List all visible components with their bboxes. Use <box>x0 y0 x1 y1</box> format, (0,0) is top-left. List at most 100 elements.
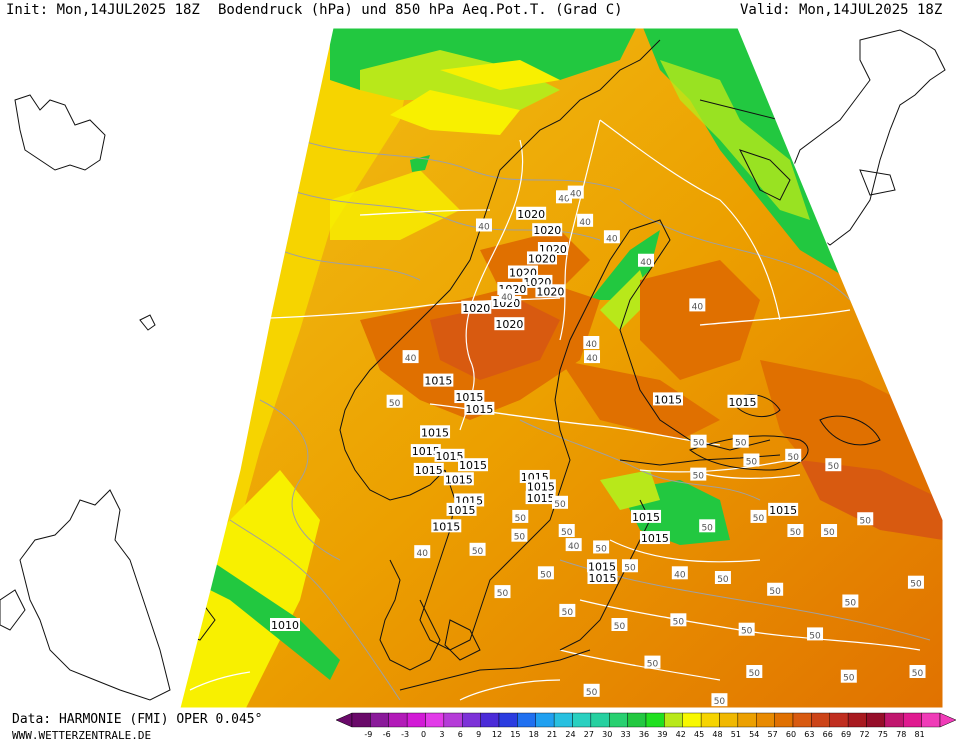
theta-e-label-text: 50 <box>586 688 598 698</box>
isobar-label-text: 1020 <box>517 208 545 221</box>
theta-e-label: 50 <box>746 665 763 679</box>
theta-e-label: 40 <box>565 538 582 552</box>
theta-e-label: 50 <box>512 509 529 524</box>
isobar-label-text: 1015 <box>459 459 487 472</box>
isobar-label: 1015 <box>586 559 617 573</box>
theta-e-label-text: 40 <box>478 223 490 233</box>
theta-e-label-text: 40 <box>692 302 704 312</box>
map-labels: 1020102010201020102010201020102010201020… <box>270 185 926 707</box>
isobar-label: 1020 <box>526 251 557 265</box>
theta-e-label-text: 50 <box>790 528 802 538</box>
theta-e-label: 50 <box>511 528 528 543</box>
theta-e-label-text: 50 <box>769 587 781 597</box>
theta-e-label-text: 50 <box>746 458 758 468</box>
isobar-label: 1015 <box>464 401 495 416</box>
theta-e-label-text: 40 <box>417 549 429 559</box>
theta-e-label: 50 <box>807 627 824 641</box>
theta-e-label: 50 <box>857 512 874 526</box>
isobar-label-text: 1015 <box>448 504 476 517</box>
theta-e-label: 50 <box>787 524 804 538</box>
theta-e-label-text: 50 <box>389 399 401 409</box>
theta-e-label: 50 <box>611 618 628 632</box>
theta-e-label-text: 40 <box>570 190 582 200</box>
theta-e-label: 50 <box>644 655 661 670</box>
isobar-label: 1020 <box>461 300 492 315</box>
theta-e-label: 50 <box>469 542 486 557</box>
theta-e-label: 50 <box>785 448 802 463</box>
theta-e-label-text: 40 <box>606 234 618 244</box>
theta-e-label-text: 40 <box>558 194 570 204</box>
theta-e-label-text: 50 <box>561 528 573 538</box>
isobar-label-text: 1020 <box>495 318 523 331</box>
theta-e-label: 50 <box>840 669 857 684</box>
theta-e-label-text: 50 <box>595 544 607 554</box>
theta-e-label-text: 40 <box>586 340 598 350</box>
theta-e-label-text: 50 <box>912 669 924 679</box>
theta-e-label-text: 50 <box>828 462 840 472</box>
theta-e-label: 50 <box>690 434 707 449</box>
theta-e-label: 50 <box>714 571 731 585</box>
isobar-label-text: 1010 <box>271 619 299 632</box>
theta-e-label: 50 <box>386 394 403 409</box>
isobar-label-text: 1015 <box>769 504 797 517</box>
theta-e-label-text: 50 <box>843 674 855 684</box>
theta-e-label: 50 <box>909 665 926 679</box>
isobar-label: 1015 <box>727 394 758 409</box>
theta-e-label-text: 40 <box>640 258 652 268</box>
isobar-label-text: 1015 <box>588 560 616 573</box>
model-domain <box>180 28 943 708</box>
theta-e-label: 50 <box>559 603 576 618</box>
isobar-label-text: 1015 <box>641 532 669 545</box>
theta-e-label: 50 <box>738 622 755 637</box>
theta-e-label-text: 40 <box>579 218 591 228</box>
theta-e-label: 50 <box>825 458 842 472</box>
theta-e-label-text: 50 <box>562 608 574 618</box>
theta-e-label-text: 50 <box>515 514 527 524</box>
theta-e-label-text: 50 <box>735 439 747 449</box>
theta-e-label: 40 <box>689 298 706 312</box>
theta-e-label: 50 <box>537 566 554 580</box>
theta-e-label-text: 50 <box>540 570 552 580</box>
isobar-label: 1015 <box>631 509 662 524</box>
theta-e-label: 40 <box>402 350 419 364</box>
theta-e-label-text: 50 <box>514 533 526 543</box>
footer: Data: HARMONIE (FMI) OPER 0.045° WWW.WET… <box>0 708 959 742</box>
theta-e-label-text: 40 <box>568 542 580 552</box>
isobar-label-text: 1020 <box>536 285 564 298</box>
theta-e-label: 50 <box>767 582 784 597</box>
isobar-label: 1015 <box>525 491 556 505</box>
theta-e-label-text: 50 <box>788 453 800 463</box>
isobar-label-text: 1020 <box>462 302 490 315</box>
isobar-label-text: 1015 <box>654 393 682 406</box>
theta-e-label-text: 50 <box>753 514 765 524</box>
isobar-label-text: 1015 <box>465 403 493 416</box>
isobar-label-text: 1015 <box>445 473 473 486</box>
theta-e-label-text: 50 <box>860 516 872 526</box>
theta-e-label-text: 50 <box>693 472 705 482</box>
isobar-label-text: 1015 <box>589 572 617 585</box>
theta-e-label: 50 <box>552 495 568 510</box>
isobar-label-text: 1015 <box>527 480 555 493</box>
isobar-label: 1015 <box>652 392 683 406</box>
theta-e-label: 50 <box>690 467 707 482</box>
theta-e-label: 40 <box>577 213 594 228</box>
theta-e-label: 50 <box>593 540 610 554</box>
theta-e-label: 50 <box>558 524 575 538</box>
isobar-label-text: 1015 <box>728 396 756 409</box>
isobar-label-text: 1015 <box>455 391 483 404</box>
theta-e-label: 40 <box>498 289 515 303</box>
isobar-label: 1020 <box>535 284 566 298</box>
theta-e-label-text: 50 <box>554 500 566 510</box>
theta-e-label: 40 <box>475 218 492 233</box>
theta-e-label: 50 <box>583 683 600 698</box>
isobar-label-text: 1015 <box>527 492 555 505</box>
theta-e-label-text: 50 <box>472 547 484 557</box>
theta-e-label-text: 50 <box>717 575 729 585</box>
theta-e-label-text: 50 <box>741 627 753 637</box>
isobar-label: 1015 <box>525 479 556 493</box>
theta-e-label: 50 <box>670 613 687 627</box>
theta-e-label: 50 <box>699 519 716 533</box>
theta-e-label: 50 <box>621 559 638 573</box>
isobar-label: 1020 <box>494 317 525 331</box>
